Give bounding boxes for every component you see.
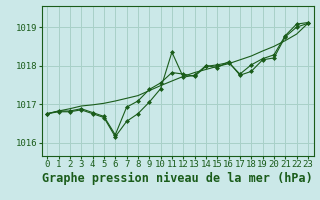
X-axis label: Graphe pression niveau de la mer (hPa): Graphe pression niveau de la mer (hPa) xyxy=(42,172,313,185)
